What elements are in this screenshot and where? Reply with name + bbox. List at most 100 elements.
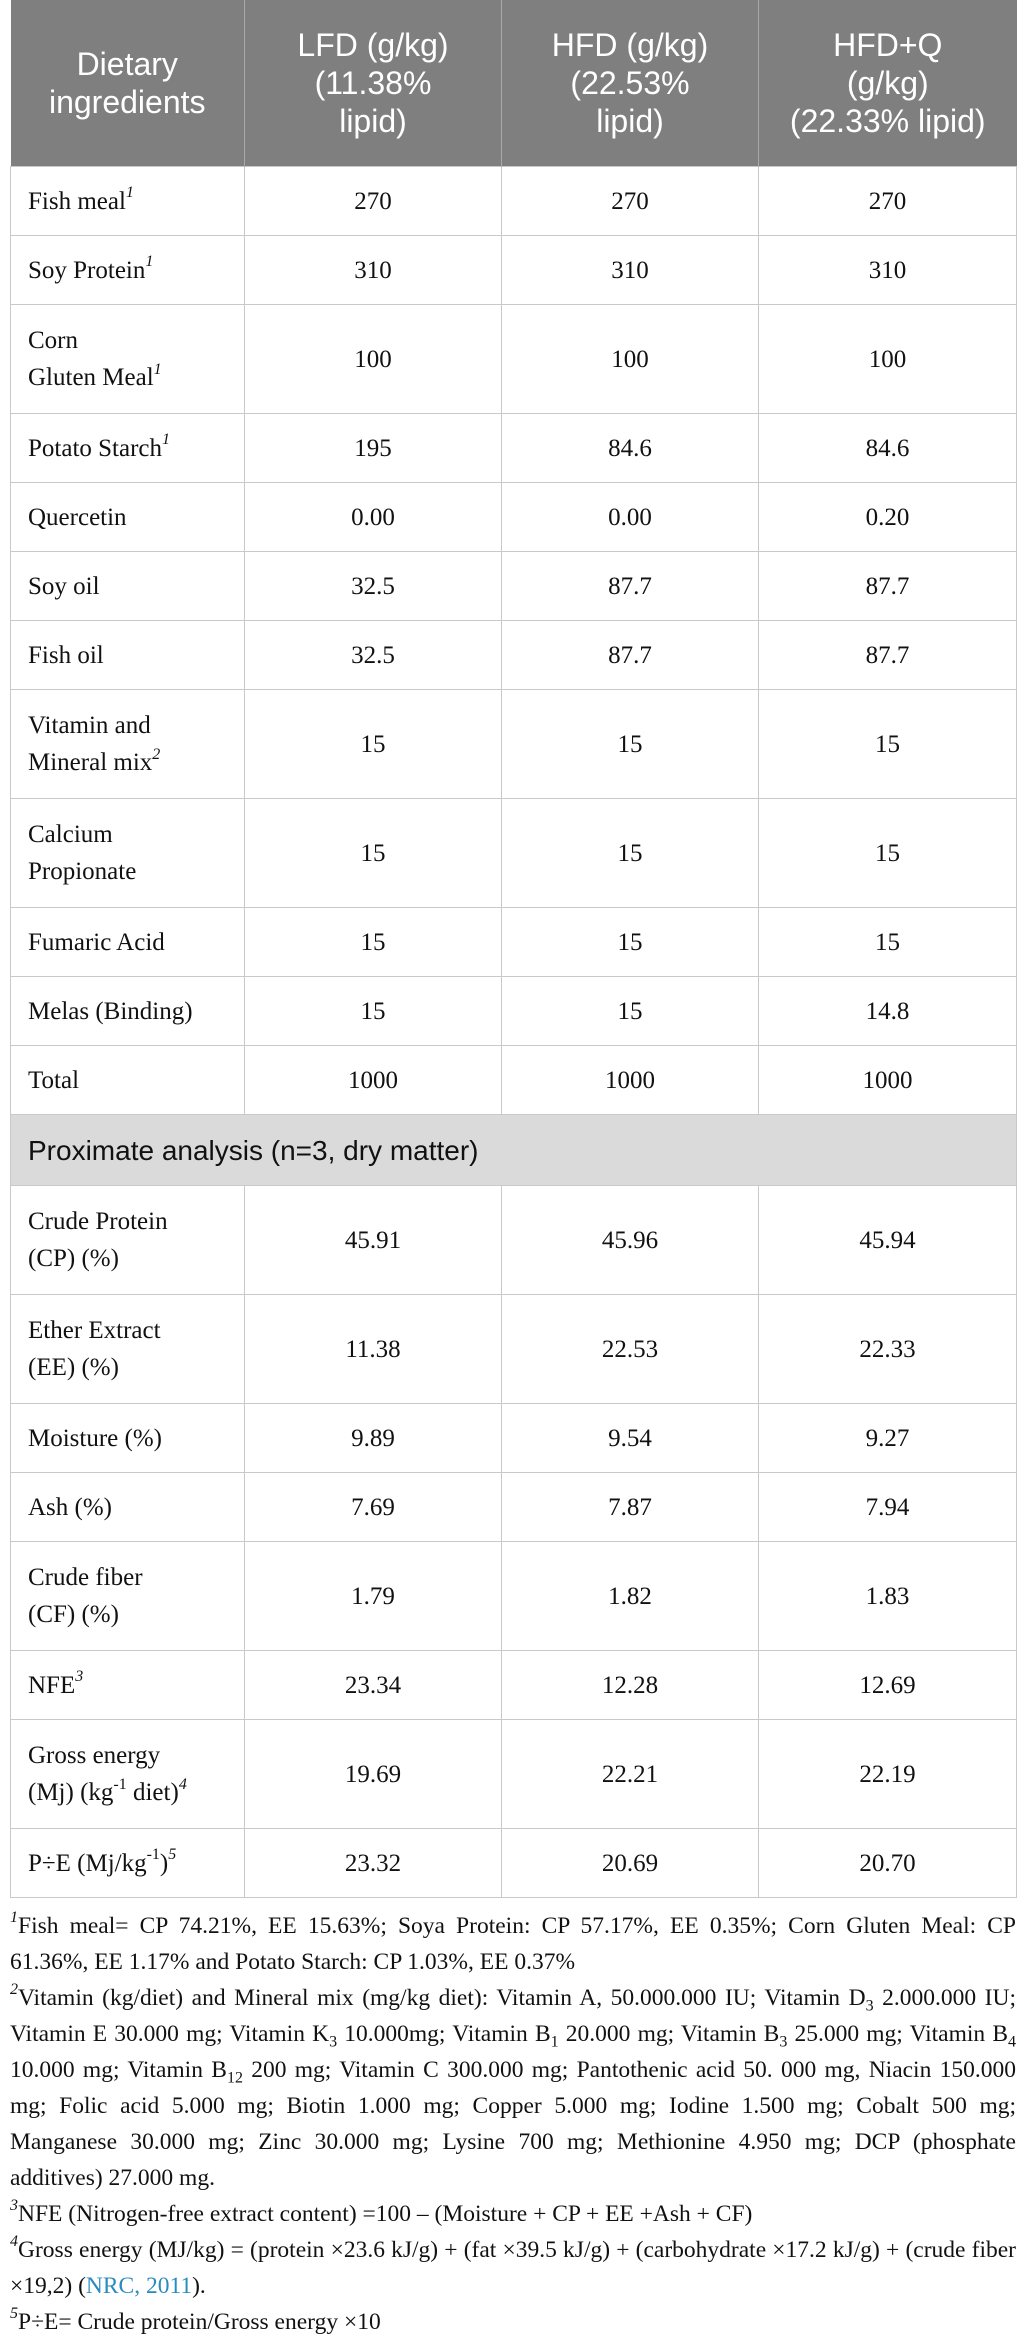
cell-value: 7.87: [501, 1472, 759, 1542]
header-hfd: HFD (g/kg) (22.53% lipid): [501, 0, 759, 167]
cell-value: 32.5: [244, 551, 502, 621]
cell-value: 23.34: [244, 1650, 502, 1720]
table-row: Gross energy (Mj) (kg-1 diet)4 19.69 22.2…: [10, 1719, 1017, 1829]
cell-value: 1000: [758, 1045, 1017, 1115]
row-label: Crude Protein (CP) (%): [10, 1185, 245, 1295]
cell-value: 45.94: [758, 1185, 1017, 1295]
cell-value: 15: [244, 907, 502, 977]
row-label: Melas (Binding): [10, 976, 245, 1046]
row-label: Fish meal1: [10, 166, 245, 236]
table-row: Fumaric Acid 15 15 15: [10, 907, 1017, 977]
table-row: Fish oil 32.5 87.7 87.7: [10, 620, 1017, 690]
table-row: Crude Protein (CP) (%) 45.91 45.96 45.94: [10, 1185, 1017, 1295]
table-row: Calcium Propionate 15 15 15: [10, 798, 1017, 908]
cell-value: 22.53: [501, 1294, 759, 1404]
footnote-3: 3NFE (Nitrogen-free extract content) =10…: [10, 2197, 753, 2227]
table-row: P÷E (Mj/kg-1)5 23.32 20.69 20.70: [10, 1828, 1017, 1898]
cell-value: 20.69: [501, 1828, 759, 1898]
table-row: Crude fiber (CF) (%) 1.79 1.82 1.83: [10, 1541, 1017, 1651]
table-row: NFE3 23.34 12.28 12.69: [10, 1650, 1017, 1720]
cell-value: 15: [758, 798, 1017, 908]
row-label: Total: [10, 1045, 245, 1115]
cell-value: 0.00: [244, 482, 502, 552]
cell-value: 100: [244, 304, 502, 414]
table-row: Fish meal1 270 270 270: [10, 166, 1017, 236]
cell-value: 84.6: [758, 413, 1017, 483]
cell-value: 1.79: [244, 1541, 502, 1651]
cell-value: 7.94: [758, 1472, 1017, 1542]
cell-value: 9.89: [244, 1403, 502, 1473]
cell-value: 15: [244, 689, 502, 799]
cell-value: 87.7: [758, 551, 1017, 621]
table-row: Moisture (%) 9.89 9.54 9.27: [10, 1403, 1017, 1473]
table-row: Melas (Binding) 15 15 14.8: [10, 976, 1017, 1046]
row-label: Moisture (%): [10, 1403, 245, 1473]
cell-value: 87.7: [758, 620, 1017, 690]
cell-value: 22.21: [501, 1719, 759, 1829]
cell-value: 12.28: [501, 1650, 759, 1720]
cell-value: 0.00: [501, 482, 759, 552]
table-row: Ether Extract (EE) (%) 11.38 22.53 22.33: [10, 1294, 1017, 1404]
row-label: NFE3: [10, 1650, 245, 1720]
cell-value: 270: [244, 166, 502, 236]
cell-value: 15: [244, 798, 502, 908]
row-label: Corn Gluten Meal1: [10, 304, 245, 414]
row-label: P÷E (Mj/kg-1)5: [10, 1828, 245, 1898]
cell-value: 9.27: [758, 1403, 1017, 1473]
cell-value: 100: [501, 304, 759, 414]
table-row: Quercetin 0.00 0.00 0.20: [10, 482, 1017, 552]
table-footnotes: 1Fish meal= CP 74.21%, EE 15.63%; Soya P…: [10, 1908, 1016, 2340]
row-label: Soy Protein1: [10, 235, 245, 305]
cell-value: 195: [244, 413, 502, 483]
cell-value: 15: [758, 689, 1017, 799]
cell-value: 32.5: [244, 620, 502, 690]
header-dietary-ingredients: Dietary ingredients: [10, 0, 245, 167]
row-label: Ash (%): [10, 1472, 245, 1542]
table-row: Soy Protein1 310 310 310: [10, 235, 1017, 305]
footnote-4: 4Gross energy (MJ/kg) = (protein ×23.6 k…: [10, 2233, 1016, 2299]
cell-value: 12.69: [758, 1650, 1017, 1720]
cell-value: 11.38: [244, 1294, 502, 1404]
row-label: Quercetin: [10, 482, 245, 552]
row-label: Potato Starch1: [10, 413, 245, 483]
cell-value: 19.69: [244, 1719, 502, 1829]
cell-value: 20.70: [758, 1828, 1017, 1898]
cell-value: 15: [758, 907, 1017, 977]
cell-value: 22.33: [758, 1294, 1017, 1404]
cell-value: 100: [758, 304, 1017, 414]
table-row: Soy oil 32.5 87.7 87.7: [10, 551, 1017, 621]
citation-link[interactable]: NRC, 2011: [85, 2273, 193, 2299]
cell-value: 15: [501, 907, 759, 977]
cell-value: 1000: [244, 1045, 502, 1115]
cell-value: 15: [244, 976, 502, 1046]
cell-value: 1000: [501, 1045, 759, 1115]
table-header-row: Dietary ingredients LFD (g/kg) (11.38% lipi…: [10, 0, 1017, 167]
cell-value: 310: [758, 235, 1017, 305]
row-label: Calcium Propionate: [10, 798, 245, 908]
footnote-2: 2Vitamin (kg/diet) and Mineral mix (mg/k…: [10, 1981, 1017, 2191]
footnote-5: 5P÷E= Crude protein/Gross energy ×10: [10, 2305, 381, 2335]
row-label: Fumaric Acid: [10, 907, 245, 977]
diet-composition-table: Dietary ingredients LFD (g/kg) (11.38% lipi…: [10, 0, 1017, 1898]
cell-value: 45.96: [501, 1185, 759, 1295]
cell-value: 7.69: [244, 1472, 502, 1542]
header-lfd: LFD (g/kg) (11.38% lipid): [244, 0, 502, 167]
row-label: Fish oil: [10, 620, 245, 690]
cell-value: 15: [501, 689, 759, 799]
table-row: Ash (%) 7.69 7.87 7.94: [10, 1472, 1017, 1542]
cell-value: 1.82: [501, 1541, 759, 1651]
table-row: Vitamin and Mineral mix2 15 15 15: [10, 689, 1017, 799]
table-row: Potato Starch1 195 84.6 84.6: [10, 413, 1017, 483]
row-label: Vitamin and Mineral mix2: [10, 689, 245, 799]
cell-value: 15: [501, 798, 759, 908]
header-hfd-q: HFD+Q (g/kg) (22.33% lipid): [758, 0, 1017, 167]
cell-value: 270: [758, 166, 1017, 236]
cell-value: 310: [501, 235, 759, 305]
section-title: Proximate analysis (n=3, dry matter): [10, 1114, 1017, 1186]
section-header-row: Proximate analysis (n=3, dry matter): [10, 1114, 1017, 1186]
cell-value: 87.7: [501, 551, 759, 621]
cell-value: 87.7: [501, 620, 759, 690]
cell-value: 1.83: [758, 1541, 1017, 1651]
cell-value: 9.54: [501, 1403, 759, 1473]
footnote-1: 1Fish meal= CP 74.21%, EE 15.63%; Soya P…: [10, 1909, 1016, 1975]
